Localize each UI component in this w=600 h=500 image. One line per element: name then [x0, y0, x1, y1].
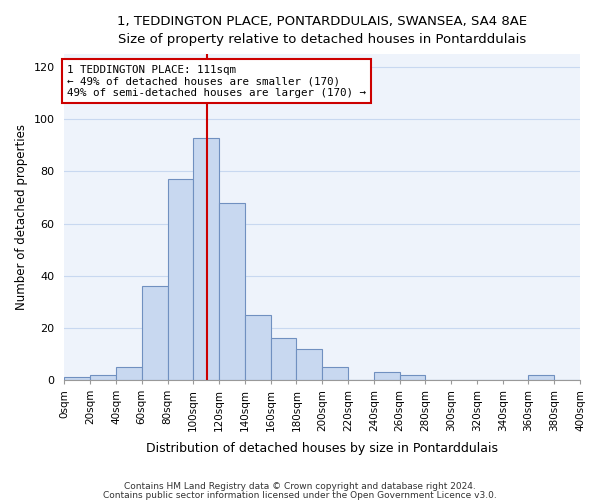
- X-axis label: Distribution of detached houses by size in Pontarddulais: Distribution of detached houses by size …: [146, 442, 498, 455]
- Bar: [322, 367, 348, 380]
- Bar: [245, 314, 271, 380]
- Title: 1, TEDDINGTON PLACE, PONTARDDULAIS, SWANSEA, SA4 8AE
Size of property relative t: 1, TEDDINGTON PLACE, PONTARDDULAIS, SWAN…: [117, 15, 527, 46]
- Bar: [219, 202, 245, 380]
- Bar: [400, 374, 425, 380]
- Bar: [142, 286, 167, 380]
- Bar: [116, 367, 142, 380]
- Bar: [167, 179, 193, 380]
- Bar: [529, 374, 554, 380]
- Text: Contains HM Land Registry data © Crown copyright and database right 2024.: Contains HM Land Registry data © Crown c…: [124, 482, 476, 491]
- Bar: [193, 138, 219, 380]
- Bar: [271, 338, 296, 380]
- Text: 1 TEDDINGTON PLACE: 111sqm
← 49% of detached houses are smaller (170)
49% of sem: 1 TEDDINGTON PLACE: 111sqm ← 49% of deta…: [67, 64, 366, 98]
- Bar: [296, 348, 322, 380]
- Bar: [374, 372, 400, 380]
- Y-axis label: Number of detached properties: Number of detached properties: [15, 124, 28, 310]
- Bar: [64, 378, 90, 380]
- Bar: [90, 374, 116, 380]
- Text: Contains public sector information licensed under the Open Government Licence v3: Contains public sector information licen…: [103, 490, 497, 500]
